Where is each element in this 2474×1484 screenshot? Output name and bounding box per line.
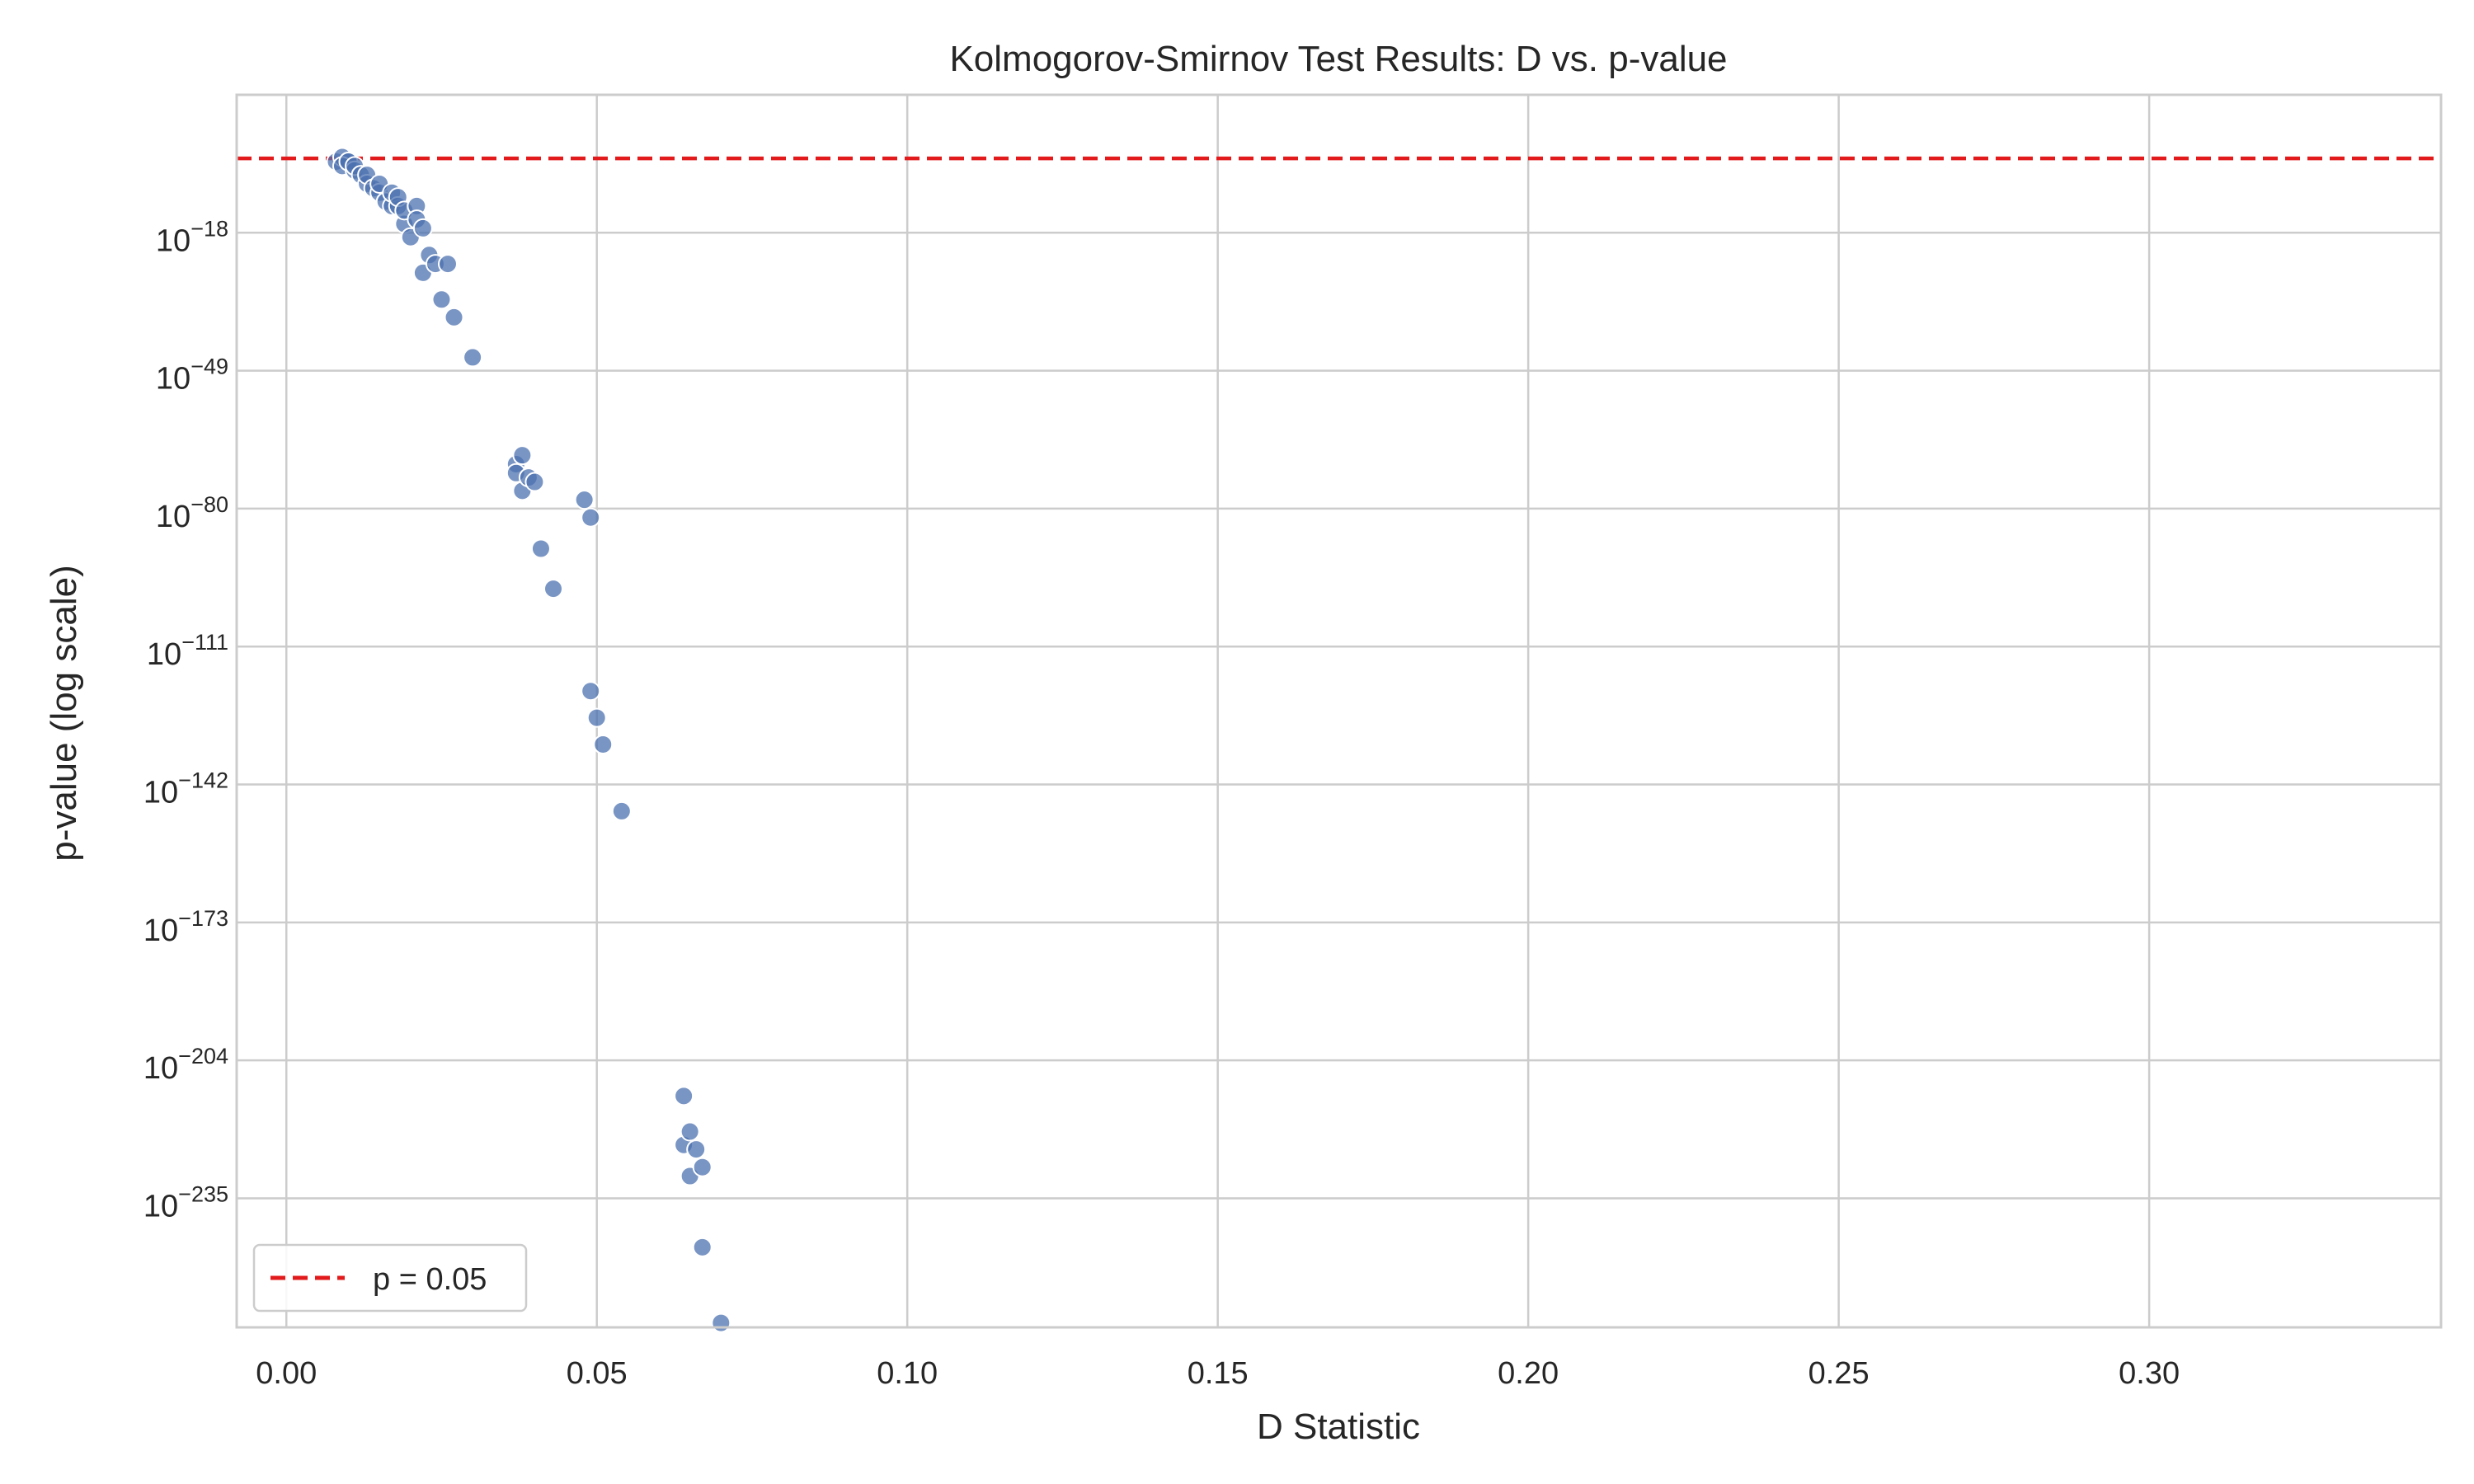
data-point xyxy=(438,254,459,275)
data-point xyxy=(581,681,601,702)
data-point xyxy=(711,1313,731,1333)
data-point xyxy=(530,538,551,559)
y-tick-label: 10−173 xyxy=(143,906,228,948)
data-point xyxy=(593,734,614,754)
x-tick-label: 0.20 xyxy=(1498,1356,1559,1391)
y-tick-label: 10−235 xyxy=(143,1181,228,1223)
x-tick-label: 0.00 xyxy=(256,1356,317,1391)
data-point xyxy=(574,490,595,510)
x-axis-label: D Statistic xyxy=(1257,1407,1420,1447)
data-point xyxy=(686,1139,707,1160)
data-point xyxy=(412,218,433,238)
data-point xyxy=(674,1086,694,1106)
x-tick-label: 0.30 xyxy=(2119,1356,2180,1391)
y-tick-label: 10−18 xyxy=(156,216,228,258)
data-point xyxy=(692,1237,713,1257)
y-tick-label: 10−142 xyxy=(143,768,228,810)
y-tick-label: 10−80 xyxy=(156,492,228,534)
data-point xyxy=(581,507,601,528)
x-tick-label: 0.25 xyxy=(1808,1356,1870,1391)
data-point xyxy=(524,472,545,492)
data-points xyxy=(326,147,731,1333)
y-axis-label: p-value (log scale) xyxy=(44,565,84,862)
grid-lines xyxy=(237,95,2441,1327)
y-tick-label: 10−204 xyxy=(143,1044,228,1086)
x-tick-label: 0.10 xyxy=(877,1356,938,1391)
data-point xyxy=(444,307,464,327)
legend-label: p = 0.05 xyxy=(373,1262,487,1297)
data-point xyxy=(431,289,452,310)
data-point xyxy=(586,707,607,728)
y-tick-label: 10−49 xyxy=(156,355,228,397)
data-point xyxy=(680,1121,700,1142)
data-point xyxy=(512,445,533,466)
plot-frame xyxy=(235,93,2443,1329)
y-axis-ticks: 10−18 10−49 10−80 10−111 10−142 10−173 10−204 1… xyxy=(143,216,228,1223)
y-tick-label: 10−111 xyxy=(147,630,228,672)
x-tick-label: 0.05 xyxy=(567,1356,628,1391)
chart-title: Kolmogorov-Smirnov Test Results: D vs. p… xyxy=(949,39,1727,79)
data-point xyxy=(611,801,632,821)
x-tick-label: 0.15 xyxy=(1188,1356,1249,1391)
data-point xyxy=(543,579,564,599)
legend: p = 0.05 xyxy=(252,1243,528,1313)
data-point xyxy=(692,1157,713,1177)
legend-box xyxy=(252,1243,528,1313)
data-point xyxy=(463,347,483,368)
x-axis-ticks: 0.00 0.05 0.10 0.15 0.20 0.25 0.30 xyxy=(256,1356,2180,1391)
